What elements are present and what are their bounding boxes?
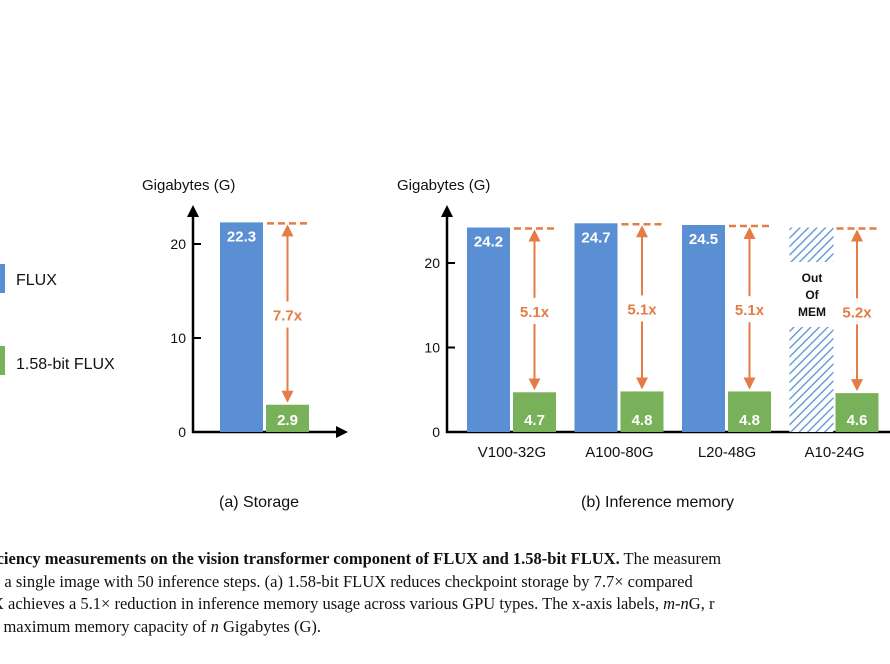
- inference-memory-chart: Gigabytes (G) 0 10 20 24.2 4.7 5.1x V100-32G 24…: [397, 177, 890, 511]
- inference-oom-label: Of: [805, 288, 819, 302]
- caption-line-3: X achieves a 5.1× reduction in inference…: [0, 593, 890, 616]
- storage-x-axis-arrow-icon: [336, 426, 348, 438]
- legend-swatch-flux: [0, 264, 5, 293]
- inference-y-tick-label: 0: [432, 424, 440, 440]
- caption-title: iciency measurements on the vision trans…: [0, 549, 620, 568]
- inference-bar-oom-hatch-bottom: [789, 327, 834, 432]
- inference-ratio-label: 5.2x: [842, 304, 872, 321]
- inference-ratio-label: 5.1x: [735, 302, 765, 319]
- inference-x-tick-label: V100-32G: [478, 444, 546, 461]
- caption-text: X achieves a 5.1× reduction in inference…: [0, 594, 664, 613]
- caption-math-n: n: [210, 616, 219, 636]
- caption-text: -: [675, 594, 681, 613]
- legend-label-flux: FLUX: [16, 272, 57, 289]
- storage-bar-flux: [220, 222, 263, 432]
- inference-oom-label: Out: [802, 271, 823, 285]
- inference-ratio-label: 5.1x: [520, 304, 550, 321]
- inference-bar-1-58-bit-flux: [513, 392, 556, 432]
- inference-y-axis-arrow-icon: [441, 205, 453, 217]
- inference-bar-label-flux: 24.7: [581, 229, 610, 246]
- caption-text: G, r: [688, 594, 715, 613]
- storage-y-tick-label: 10: [170, 330, 186, 346]
- inference-bar-label-1-58-bit-flux: 4.6: [847, 412, 868, 429]
- caption-math-n: n: [680, 594, 689, 613]
- storage-y-tick-label: 0: [178, 424, 186, 440]
- storage-y-axis-arrow-icon: [187, 205, 199, 217]
- storage-bar-1-58-bit-flux: [266, 404, 309, 432]
- storage-bar-label-flux: 22.3: [227, 228, 256, 245]
- inference-bar-flux: [682, 224, 725, 432]
- storage-ratio-label: 7.7x: [273, 308, 303, 325]
- caption-text: a maximum memory capacity of: [0, 616, 211, 636]
- legend-swatch-1-58-bit-flux: [0, 346, 5, 375]
- caption-line-1-rest: The measurem: [619, 549, 722, 568]
- inference-x-tick-label: L20-48G: [698, 444, 756, 461]
- inference-oom-label: MEM: [798, 305, 826, 319]
- inference-bar-label-flux: 24.2: [474, 234, 503, 251]
- inference-bar-label-1-58-bit-flux: 4.7: [524, 412, 545, 429]
- storage-ylabel: Gigabytes (G): [142, 177, 235, 194]
- inference-bar-1-58-bit-flux: [835, 393, 879, 432]
- inference-y-tick-label: 10: [424, 340, 440, 356]
- inference-x-tick-label: A10-24G: [804, 444, 864, 461]
- caption-line-4: a maximum memory capacity of n Gigabytes…: [0, 616, 890, 639]
- inference-bar-label-1-58-bit-flux: 4.8: [632, 412, 653, 429]
- caption-text: Gigabytes (G).: [218, 616, 321, 636]
- storage-y-tick-label: 20: [170, 236, 186, 252]
- inference-bar-flux: [574, 223, 618, 432]
- inference-ratio-label: 5.1x: [627, 301, 657, 318]
- caption-line-1: iciency measurements on the vision trans…: [0, 548, 890, 571]
- inference-x-tick-label: A100-80G: [585, 444, 653, 461]
- legend: FLUX 1.58-bit FLUX: [0, 264, 115, 375]
- inference-ylabel: Gigabytes (G): [397, 177, 490, 194]
- inference-bar-label-flux: 24.5: [689, 231, 718, 248]
- storage-bar-label-1-58-bit-flux: 2.9: [277, 412, 298, 429]
- caption-line-2: g a single image with 50 inference steps…: [0, 571, 693, 591]
- inference-bar-oom-hatch-top: [789, 227, 834, 262]
- inference-bar-1-58-bit-flux: [728, 391, 771, 432]
- storage-subtitle: (a) Storage: [219, 494, 299, 511]
- inference-subtitle: (b) Inference memory: [581, 494, 734, 511]
- legend-label-1-58-bit-flux: 1.58-bit FLUX: [16, 356, 115, 373]
- inference-y-tick-label: 20: [424, 255, 440, 271]
- inference-bar-1-58-bit-flux: [620, 391, 664, 432]
- inference-bar-flux: [467, 227, 510, 432]
- caption-math-m: m: [663, 594, 676, 613]
- figure-caption: iciency measurements on the vision trans…: [0, 548, 890, 638]
- storage-chart: Gigabytes (G) 0 10 20 22.3 2.9 7.7x (a) Stora…: [142, 177, 348, 511]
- inference-bar-label-1-58-bit-flux: 4.8: [739, 412, 760, 429]
- figure: FLUX 1.58-bit FLUX Gigabytes (G) 0 10 20 22…: [0, 177, 890, 511]
